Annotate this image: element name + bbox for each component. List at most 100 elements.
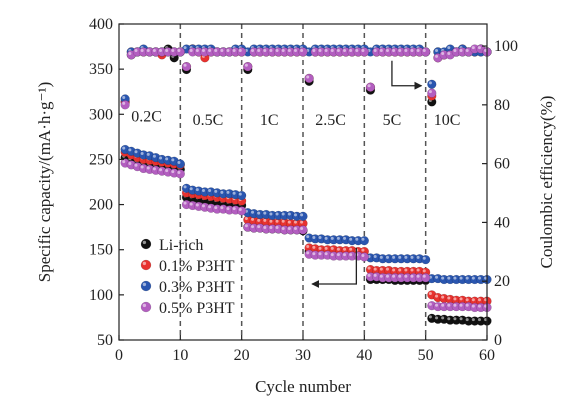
efficiency-point bbox=[298, 47, 308, 57]
x-tick-label: 50 bbox=[418, 347, 434, 364]
capacity-point bbox=[175, 169, 185, 179]
capacity-point bbox=[390, 266, 400, 277]
x-tick-label: 10 bbox=[172, 347, 188, 364]
efficiency-point bbox=[365, 82, 376, 92]
efficiency-point bbox=[457, 47, 468, 57]
capacity-point bbox=[322, 235, 333, 245]
capacity-point bbox=[175, 159, 185, 169]
rate-label: 0.5C bbox=[193, 112, 224, 129]
rate-boundary-lines bbox=[179, 24, 427, 340]
efficiency-point bbox=[378, 47, 388, 57]
efficiency-point bbox=[439, 50, 449, 60]
right-y-axis-label: Coulombic efficiency(%) bbox=[537, 96, 556, 269]
efficiency-point bbox=[157, 47, 167, 57]
capacity-point bbox=[359, 252, 369, 262]
x-tick-label: 0 bbox=[115, 347, 123, 364]
right-y-tick-label: 0 bbox=[494, 332, 502, 349]
legend-marker bbox=[140, 238, 152, 250]
efficiency-point bbox=[194, 47, 204, 57]
efficiency-point bbox=[132, 47, 143, 57]
left-y-tick-label: 150 bbox=[89, 242, 113, 259]
capacity-point bbox=[329, 235, 339, 245]
efficiency-point bbox=[243, 61, 253, 72]
capacity-point bbox=[445, 301, 455, 312]
capacity-point bbox=[273, 210, 284, 221]
capacity-point bbox=[421, 254, 431, 265]
capacity-point bbox=[421, 273, 431, 283]
capacity-point bbox=[298, 211, 308, 221]
legend-marker bbox=[140, 280, 152, 292]
capacity-point bbox=[359, 236, 369, 246]
legend-item: 0.1% P3HT bbox=[140, 258, 235, 275]
efficiency-point bbox=[187, 47, 198, 57]
capacity-point bbox=[249, 223, 259, 233]
capacity-point bbox=[476, 302, 486, 313]
left-y-tick-label: 350 bbox=[89, 61, 113, 78]
efficiency-point bbox=[138, 47, 149, 57]
x-axis-label: Cycle number bbox=[255, 377, 351, 396]
capacity-point bbox=[218, 189, 228, 199]
legend: Li-rich 0.1% P3HT 0.3% P3HT 0.5% P3HT bbox=[140, 237, 235, 317]
efficiency-point bbox=[414, 47, 425, 57]
capacity-point bbox=[414, 273, 425, 283]
efficiency-point bbox=[200, 47, 210, 57]
right-y-tick-label: 40 bbox=[494, 214, 510, 231]
rate-label: 1C bbox=[260, 112, 279, 129]
capacity-point bbox=[255, 217, 265, 227]
rate-label: 0.2C bbox=[131, 109, 162, 126]
legend-label: 0.5% P3HT bbox=[159, 300, 235, 317]
capacity-point bbox=[310, 234, 320, 244]
left-y-tick-label: 200 bbox=[89, 197, 113, 214]
efficiency-point bbox=[347, 47, 357, 57]
capacity-point bbox=[384, 273, 394, 283]
right-y-tick-label: 80 bbox=[494, 97, 510, 114]
capacity-point bbox=[298, 225, 308, 235]
data-points bbox=[120, 44, 492, 326]
efficiency-point bbox=[402, 47, 412, 57]
x-tick-label: 60 bbox=[479, 347, 495, 364]
x-axis-ticks: 0 10 20 30 40 50 60 bbox=[115, 335, 495, 364]
left-y-tick-label: 400 bbox=[89, 16, 113, 33]
capacity-point bbox=[237, 190, 247, 201]
right-axis-arrow bbox=[391, 60, 423, 90]
capacity-point bbox=[347, 251, 357, 261]
capacity-point bbox=[347, 236, 357, 246]
right-y-tick-label: 100 bbox=[494, 38, 518, 55]
capacity-point bbox=[378, 265, 388, 276]
efficiency-point bbox=[120, 100, 130, 110]
capacity-point bbox=[408, 254, 419, 264]
left-y-axis-label: Specific capacity/(mA·h·g⁻¹) bbox=[35, 82, 54, 283]
capacity-point bbox=[298, 218, 308, 229]
left-y-tick-label: 250 bbox=[89, 151, 113, 168]
efficiency-point bbox=[292, 47, 302, 57]
rate-label: 2.5C bbox=[315, 112, 346, 129]
legend-item: 0.5% P3HT bbox=[140, 300, 235, 317]
right-y-tick-label: 20 bbox=[494, 273, 510, 290]
right-y-axis-ticks: 0 20 40 60 80 100 bbox=[482, 38, 518, 349]
rate-label: 5C bbox=[383, 112, 402, 129]
efficiency-point bbox=[427, 79, 437, 89]
rate-label: 10C bbox=[434, 112, 461, 129]
efficiency-point bbox=[359, 47, 369, 57]
efficiency-point bbox=[341, 47, 351, 57]
capacity-point bbox=[378, 254, 388, 264]
left-axis-arrow bbox=[311, 247, 358, 289]
left-y-axis-ticks: 50 100 150 200 250 300 350 400 bbox=[89, 16, 124, 349]
capacity-point bbox=[445, 315, 455, 325]
legend-label: 0.1% P3HT bbox=[159, 258, 235, 275]
x-tick-label: 20 bbox=[234, 347, 250, 364]
efficiency-point bbox=[304, 73, 314, 84]
capacity-point bbox=[402, 266, 412, 277]
efficiency-point bbox=[335, 47, 345, 57]
capacity-point bbox=[463, 274, 474, 285]
efficiency-point bbox=[408, 47, 419, 57]
left-y-tick-label: 50 bbox=[97, 332, 113, 349]
legend-item: Li-rich bbox=[140, 237, 203, 254]
capacity-point bbox=[329, 251, 339, 261]
efficiency-point bbox=[316, 47, 327, 57]
legend-item: 0.3% P3HT bbox=[140, 279, 235, 296]
efficiency-point bbox=[286, 47, 296, 57]
efficiency-point bbox=[175, 47, 185, 57]
capacity-point bbox=[396, 273, 406, 283]
